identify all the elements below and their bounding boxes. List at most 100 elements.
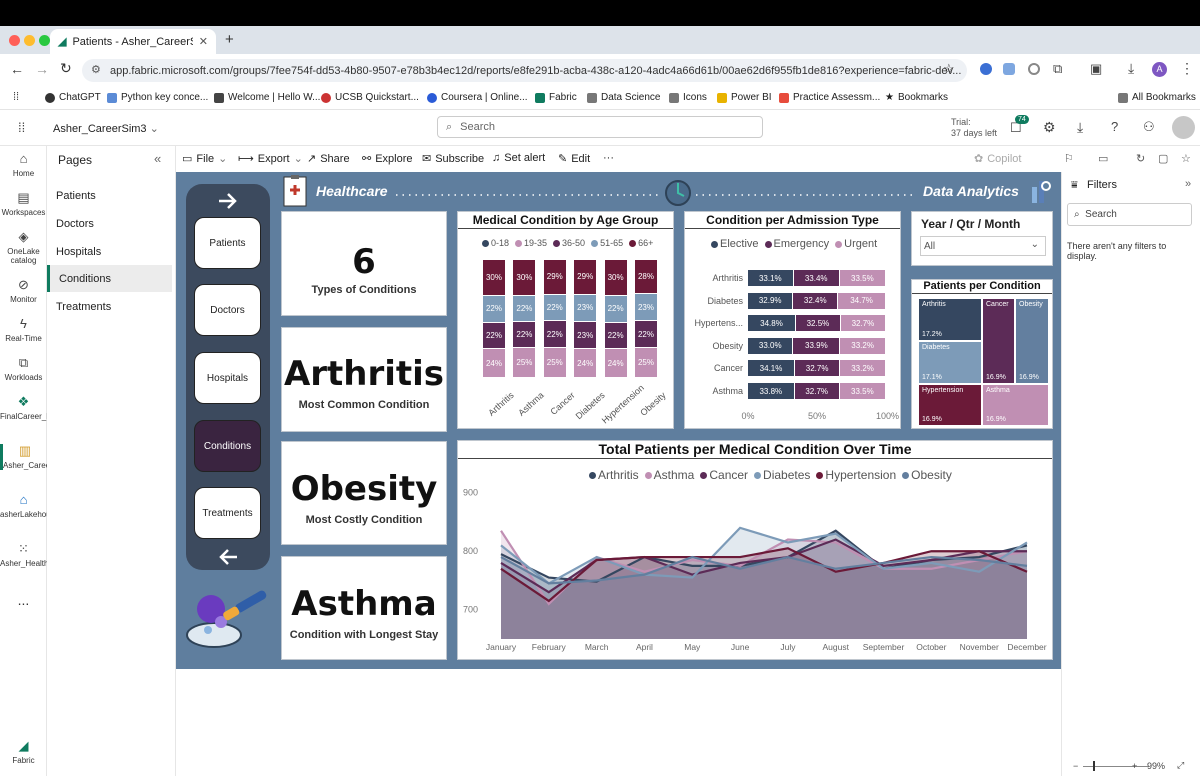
rail-finalcareer[interactable]: ❖ FinalCareer_March202... — [0, 395, 88, 422]
bookmark-item[interactable]: ★ Bookmarks — [885, 92, 948, 103]
bar-segment[interactable]: 28% — [635, 260, 657, 293]
treemap-tile-cancer[interactable]: Cancer 16.9% — [982, 298, 1015, 384]
bookmark-item[interactable]: UCSB Quickstart... — [321, 92, 419, 103]
legend-item[interactable]: Asthma — [644, 468, 694, 482]
apps-icon[interactable]: ⁞⁞ — [13, 91, 20, 103]
page-item-doctors[interactable]: Doctors — [47, 210, 172, 237]
nav-treatments-button[interactable]: Treatments — [194, 487, 261, 539]
all-bookmarks[interactable]: All Bookmarks — [1118, 92, 1196, 103]
treemap-tile-diabetes[interactable]: Diabetes 17.1% — [918, 341, 982, 384]
bar-segment[interactable]: 32.7% — [795, 360, 840, 377]
nav-conditions-button[interactable]: Conditions — [194, 420, 261, 472]
bar-segment[interactable]: 32.4% — [793, 292, 838, 309]
star-icon[interactable]: ☆ — [943, 61, 955, 76]
bar-segment[interactable]: 22% — [604, 322, 627, 349]
age-group-chart[interactable]: Medical Condition by Age Group 0-18 19-3… — [457, 211, 674, 429]
avatar[interactable] — [1172, 116, 1195, 139]
page-item-conditions[interactable]: Conditions — [47, 265, 172, 292]
rail-realtime[interactable]: ϟ Real-Time — [0, 317, 47, 344]
bar-segment[interactable]: 23% — [574, 294, 597, 321]
bar-segment[interactable]: 30% — [604, 260, 627, 296]
settings-icon[interactable]: ⚙ — [1043, 119, 1056, 135]
collapse-icon[interactable]: « — [154, 151, 162, 166]
nav-doctors-button[interactable]: Doctors — [194, 284, 261, 336]
nav-hospitals-button[interactable]: Hospitals — [194, 352, 261, 404]
bar-segment[interactable]: 23% — [635, 293, 657, 321]
bar-segment[interactable]: 33.0% — [748, 337, 793, 354]
patients-per-condition-treemap[interactable]: Patients per Condition Arthritis 17.2% Ca… — [911, 279, 1053, 429]
global-search[interactable]: ⌕ Search — [437, 116, 763, 138]
rail-onelake[interactable]: ◈ OneLake catalog — [0, 230, 47, 266]
rail-workloads[interactable]: ⧉ Workloads — [0, 356, 47, 383]
view-icon[interactable]: ▭ — [1098, 153, 1109, 165]
menu-icon[interactable]: ⋮ — [1180, 60, 1194, 76]
bar-segment[interactable]: 33.2% — [840, 337, 885, 354]
bar-segment[interactable]: 22% — [543, 294, 566, 321]
bar-segment[interactable]: 25% — [543, 347, 566, 377]
bar-segment[interactable]: 22% — [483, 296, 505, 322]
profile-avatar[interactable]: A — [1152, 62, 1167, 77]
bar-segment[interactable]: 34.7% — [838, 292, 885, 309]
treemap-tile-hypertension[interactable]: Hypertension 16.9% — [918, 384, 982, 426]
explore-button[interactable]: ⚯ Explore — [362, 152, 413, 166]
bookmark-item[interactable]: Practice Assessm... — [779, 92, 880, 103]
arrow-left-icon[interactable] — [217, 548, 239, 566]
zoom-window-button[interactable] — [39, 35, 50, 46]
export-menu[interactable]: ⟼ Export ⌄ — [238, 152, 303, 166]
bar-segment[interactable]: 30% — [483, 260, 505, 296]
extension-icon[interactable] — [980, 63, 992, 75]
bar-segment[interactable]: 32.7% — [794, 383, 839, 399]
bar-segment[interactable]: 24% — [574, 349, 597, 377]
bar-segment[interactable]: 33.1% — [748, 270, 793, 286]
bookmark-item[interactable]: Coursera | Online... — [427, 92, 528, 103]
rail-monitor[interactable]: ⊘ Monitor — [0, 278, 47, 305]
bar-segment[interactable]: 32.7% — [840, 315, 885, 332]
legend-item[interactable]: Cancer — [700, 468, 748, 482]
bar-segment[interactable]: 25% — [635, 347, 657, 377]
legend-item[interactable]: 19-35 — [515, 238, 547, 248]
notifications-icon[interactable]: ☐ — [1010, 120, 1022, 135]
share-feedback-icon[interactable]: ⚇ — [1143, 119, 1155, 134]
line-hypertension[interactable] — [500, 547, 1028, 603]
line-diabetes[interactable] — [500, 526, 1028, 585]
bar-segment[interactable]: 22% — [513, 321, 536, 348]
bar-segment[interactable]: 24% — [483, 349, 505, 377]
new-tab-icon[interactable]: + — [225, 31, 234, 48]
copilot-button[interactable]: ✿ Copilot — [974, 152, 1021, 166]
line-obesity[interactable] — [500, 555, 1028, 585]
arrow-right-icon[interactable] — [217, 192, 239, 210]
bar-segment[interactable]: 30% — [513, 260, 536, 295]
share-button[interactable]: ↗ Share — [307, 152, 350, 166]
zoom-slider-thumb[interactable] — [1093, 761, 1095, 771]
legend-item[interactable]: 36-50 — [553, 238, 585, 248]
treemap-tile-arthritis[interactable]: Arthritis 17.2% — [918, 298, 982, 341]
page-item-hospitals[interactable]: Hospitals — [47, 238, 172, 265]
bar-segment[interactable]: 25% — [513, 348, 536, 377]
collapse-filters-icon[interactable]: » — [1185, 178, 1192, 190]
bookmark-item[interactable]: Fabric — [535, 92, 577, 103]
bar-segment[interactable]: 29% — [543, 260, 566, 294]
bookmark-item[interactable]: Power BI — [717, 92, 772, 103]
treemap-tile-asthma[interactable]: Asthma 16.9% — [982, 384, 1049, 426]
site-info-icon[interactable]: ⚙ — [91, 64, 101, 76]
bar-segment[interactable]: 34.1% — [748, 360, 795, 377]
file-menu[interactable]: ▭ File ⌄ — [182, 152, 227, 166]
zoom-level[interactable]: 99% — [1147, 761, 1166, 771]
bookmark-icon[interactable]: ⚐ — [1064, 153, 1074, 165]
bar-segment[interactable]: 22% — [604, 296, 627, 322]
download-icon[interactable]: ⤓ — [1077, 119, 1084, 135]
edit-button[interactable]: ✎ Edit — [558, 152, 590, 166]
rail-semantic-model[interactable]: ⁙ Asher_HealthcareSM — [0, 542, 76, 569]
patients-over-time-chart[interactable]: Total Patients per Medical Condition Ove… — [457, 440, 1053, 660]
legend-item[interactable]: Obesity — [902, 468, 952, 482]
rail-lakehouse[interactable]: ⌂ asherLakehouse — [0, 493, 59, 520]
fit-page-icon[interactable]: ⤢ — [1177, 760, 1185, 770]
zoom-slider[interactable] — [1083, 766, 1149, 767]
rail-workspaces[interactable]: ▤ Workspaces — [0, 191, 47, 218]
zoom-in-icon[interactable]: + — [1132, 761, 1138, 771]
bar-segment[interactable]: 33.5% — [839, 270, 885, 286]
admission-type-chart[interactable]: Condition per Admission Type Elective Em… — [684, 211, 901, 429]
app-launcher-icon[interactable]: ⁞⁞ — [18, 120, 26, 135]
browser-tab[interactable]: ◢ Patients - Asher_CareerSim3 ✕ — [50, 29, 216, 54]
bar-segment[interactable]: 33.8% — [748, 383, 794, 399]
